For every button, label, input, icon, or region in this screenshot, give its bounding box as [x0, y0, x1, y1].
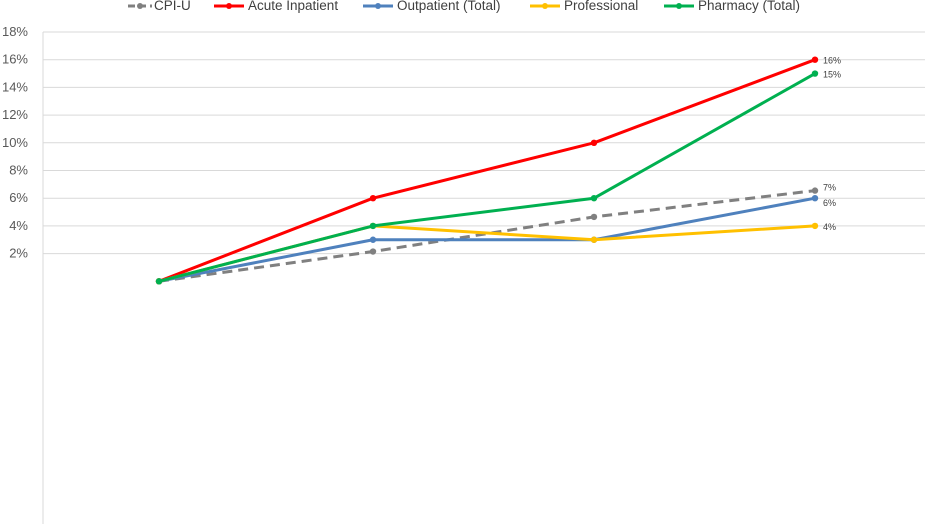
data-label-professional: 4% — [823, 222, 836, 232]
series-line-acute-inpatient — [158, 58, 816, 283]
data-point-outpatient-total — [369, 236, 377, 243]
legend-label-outpatient: Outpatient (Total) — [397, 0, 501, 13]
data-point-professional — [811, 222, 819, 230]
y-tick-label: 2% — [9, 246, 28, 261]
series-lines — [155, 56, 819, 285]
data-point-acute-inpatient — [590, 139, 598, 146]
legend-label-acute-inpatient: Acute Inpatient — [248, 0, 339, 13]
data-point-outpatient-total — [811, 195, 819, 202]
legend-label-professional: Professional — [564, 0, 639, 13]
legend-label-pharmacy: Pharmacy (Total) — [698, 0, 801, 13]
legend-swatch-outpatient — [363, 3, 393, 9]
legend-label-cpi-u: CPI-U — [154, 0, 191, 13]
data-point-pharmacy-total — [155, 278, 163, 285]
y-tick-label: 12% — [2, 107, 28, 122]
series-line-outpatient-total — [158, 196, 816, 283]
data-label-outpatient-total: 6% — [823, 198, 836, 208]
data-point-acute-inpatient — [369, 195, 377, 202]
data-point-pharmacy-total — [590, 195, 598, 202]
data-point-pharmacy-total — [369, 222, 377, 230]
data-point-cpi-u — [369, 248, 377, 255]
legend-swatch-acute-inpatient — [214, 3, 244, 9]
y-tick-label: 16% — [2, 52, 28, 67]
legend-swatch-pharmacy — [664, 3, 694, 9]
y-tick-label: 8% — [9, 163, 28, 178]
legend-swatch-professional — [530, 3, 560, 9]
data-point-acute-inpatient — [811, 56, 819, 63]
series-line-cpi-u — [158, 189, 816, 283]
y-tick-label: 4% — [9, 218, 28, 233]
data-labels: 7% 16% 6% 4% 15% — [823, 56, 841, 232]
data-label-acute-inpatient: 16% — [823, 56, 841, 66]
y-axis-ticks: 2% 4% 6% 8% 10% 12% 14% 16% 18% — [2, 24, 28, 261]
chart-legend: CPI-U Acute Inpatient Outpatient (Total)… — [0, 0, 932, 15]
legend-swatch-cpi-u — [128, 3, 152, 9]
data-point-professional — [590, 236, 598, 243]
series-line-pharmacy-total — [158, 72, 816, 283]
y-tick-label: 18% — [2, 24, 28, 39]
y-tick-label: 10% — [2, 135, 28, 150]
gridlines — [43, 31, 925, 255]
data-label-pharmacy-total: 15% — [823, 70, 841, 80]
data-point-pharmacy-total — [811, 70, 819, 77]
y-tick-label: 6% — [9, 190, 28, 205]
y-tick-label: 14% — [2, 79, 28, 94]
data-point-cpi-u — [811, 187, 819, 194]
data-point-cpi-u — [590, 213, 598, 221]
data-label-cpi-u: 7% — [823, 183, 836, 193]
